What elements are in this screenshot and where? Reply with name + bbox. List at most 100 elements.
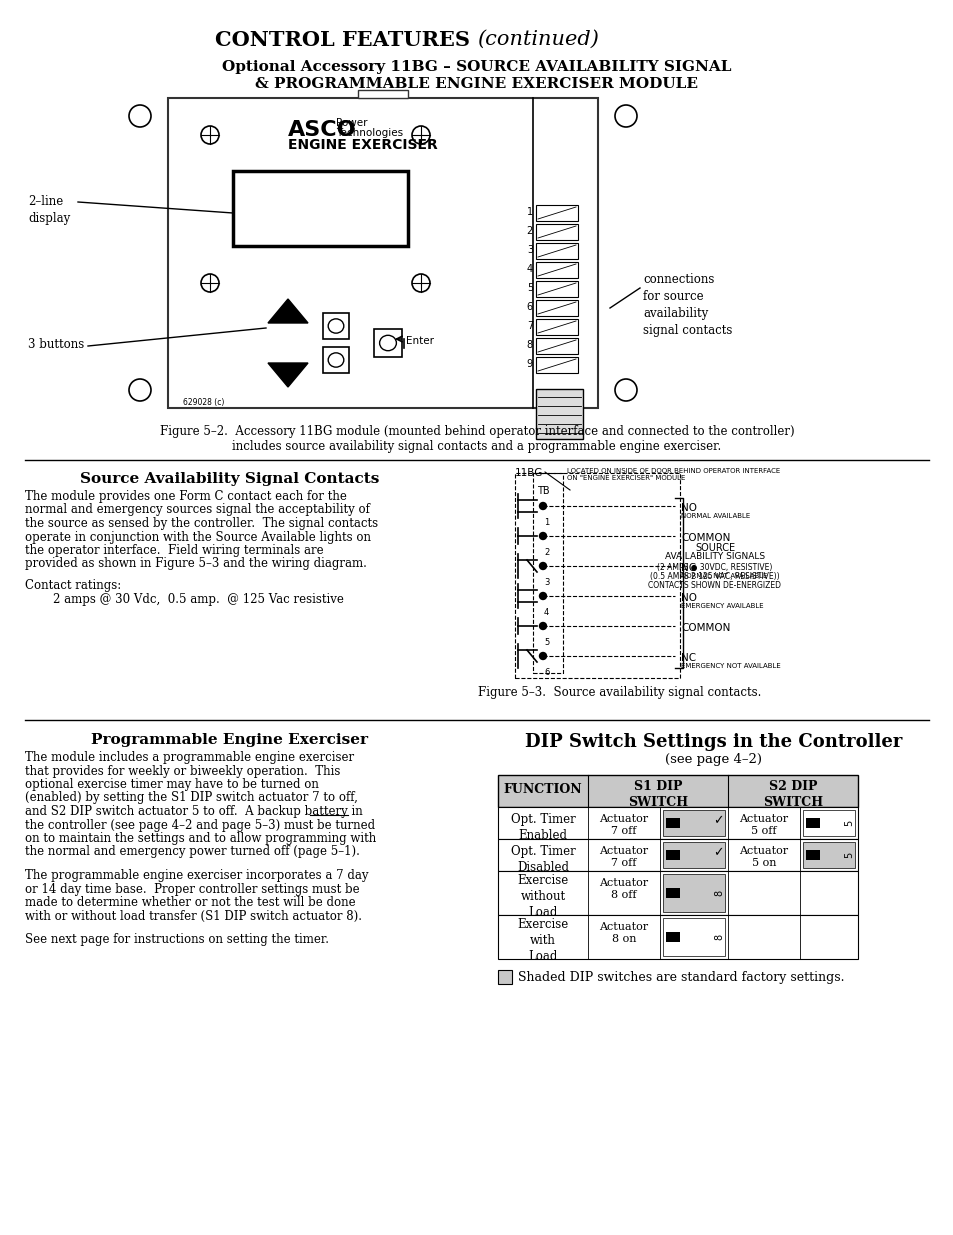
Text: Source Availability Signal Contacts: Source Availability Signal Contacts [80,472,379,487]
Text: See next page for instructions on setting the timer.: See next page for instructions on settin… [25,932,329,946]
Text: Actuator
8 off: Actuator 8 off [598,878,648,900]
Text: 4: 4 [543,608,549,618]
Text: SOURCE: SOURCE [694,543,735,553]
Text: 3: 3 [543,578,549,587]
Bar [515,473,679,678]
Text: Actuator
8 on: Actuator 8 on [598,923,648,945]
Bar [536,319,578,335]
Bar [662,842,724,868]
Text: Actuator
7 off: Actuator 7 off [598,846,648,868]
Text: Figure 5–3.  Source availability signal contacts.: Figure 5–3. Source availability signal c… [477,685,760,699]
Text: 3 buttons: 3 buttons [28,338,84,351]
Text: the operator interface.  Field wiring terminals are: the operator interface. Field wiring ter… [25,543,323,557]
Text: 8: 8 [713,934,723,940]
Text: 2–line
display: 2–line display [28,195,71,225]
Text: (see page 4–2): (see page 4–2) [664,753,761,766]
Text: ✓: ✓ [712,846,722,860]
Text: CONTROL FEATURES: CONTROL FEATURES [214,30,477,49]
Text: includes source availability signal contacts and a programmable engine exerciser: includes source availability signal cont… [233,440,720,453]
Bar [802,842,854,868]
Text: the controller (see page 4–2 and page 5–3) must be turned: the controller (see page 4–2 and page 5–… [25,819,375,831]
Bar [802,810,854,836]
Text: AVAILABILITY SIGNALS: AVAILABILITY SIGNALS [664,552,764,561]
Text: 6: 6 [526,303,533,312]
Bar [536,389,582,438]
Text: The module includes a programmable engine exerciser: The module includes a programmable engin… [25,751,354,764]
Text: 1: 1 [526,207,533,217]
Text: normal and emergency sources signal the acceptability of: normal and emergency sources signal the … [25,504,370,516]
Bar [357,90,408,98]
Text: Power: Power [335,119,367,128]
Text: Exercise
without
Load: Exercise without Load [517,874,568,919]
Text: 2: 2 [543,548,549,557]
Circle shape [539,532,546,540]
Text: Actuator
5 off: Actuator 5 off [739,814,788,836]
Text: ASCO: ASCO [288,120,356,140]
Text: with or without load transfer (S1 DIP switch actuator 8).: with or without load transfer (S1 DIP sw… [25,909,361,923]
Text: 8: 8 [526,340,533,350]
Text: Shaded DIP switches are standard factory settings.: Shaded DIP switches are standard factory… [517,971,843,984]
Text: NC: NC [680,653,696,663]
Bar [233,170,408,246]
Text: The programmable engine exerciser incorporates a 7 day: The programmable engine exerciser incorp… [25,869,368,882]
Text: provided as shown in Figure 5–3 and the wiring diagram.: provided as shown in Figure 5–3 and the … [25,557,367,571]
Text: Optional Accessory 11BG – SOURCE AVAILABILITY SIGNAL: Optional Accessory 11BG – SOURCE AVAILAB… [222,61,731,74]
Text: The module provides one Form C contact each for the: The module provides one Form C contact e… [25,490,347,503]
Bar [497,806,857,839]
Ellipse shape [328,319,343,333]
Text: Figure 5–2.  Accessory 11BG module (mounted behind operator interface and connec: Figure 5–2. Accessory 11BG module (mount… [159,425,794,438]
Bar [536,224,578,240]
Text: NC: NC [680,563,696,573]
Bar [662,874,724,911]
Ellipse shape [379,335,396,351]
Text: 4: 4 [526,264,533,274]
Bar [805,818,820,827]
Bar [323,312,349,338]
Bar [536,357,578,373]
Text: 629028 (c): 629028 (c) [183,398,224,408]
Text: 3: 3 [526,245,533,254]
Bar [536,282,578,296]
Text: (2 AMPS ● 30VDC, RESISTIVE): (2 AMPS ● 30VDC, RESISTIVE) [657,563,772,572]
Polygon shape [268,363,308,387]
Text: Opt. Timer
Enabled: Opt. Timer Enabled [510,813,575,842]
Text: Opt. Timer
Disabled: Opt. Timer Disabled [510,845,575,874]
Text: Actuator
5 on: Actuator 5 on [739,846,788,868]
Text: COMMON: COMMON [680,534,730,543]
Text: S2 DIP
SWITCH: S2 DIP SWITCH [762,781,822,809]
Text: (continued): (continued) [476,30,598,49]
Bar [662,918,724,956]
Text: ENGINE EXERCISER: ENGINE EXERCISER [288,138,437,152]
Ellipse shape [328,353,343,367]
Bar [374,329,401,357]
Text: LOCATED ON INSIDE OF DOOR BEHIND OPERATOR INTERFACE: LOCATED ON INSIDE OF DOOR BEHIND OPERATO… [566,468,780,474]
Circle shape [539,503,546,510]
Text: 5: 5 [543,638,549,647]
Bar [323,347,349,373]
Text: Programmable Engine Exerciser: Programmable Engine Exerciser [91,734,368,747]
Bar [665,818,679,827]
Circle shape [539,652,546,659]
Bar [805,850,820,860]
Text: that provides for weekly or biweekly operation.  This: that provides for weekly or biweekly ope… [25,764,340,778]
Text: the source as sensed by the controller.  The signal contacts: the source as sensed by the controller. … [25,517,377,530]
Bar [497,969,512,984]
Text: COMMON: COMMON [680,622,730,634]
Bar [536,262,578,278]
Text: Actuator
7 off: Actuator 7 off [598,814,648,836]
Text: 5: 5 [843,852,853,858]
Text: ON "ENGINE EXERCISER" MODULE: ON "ENGINE EXERCISER" MODULE [566,475,684,480]
Text: ✓: ✓ [712,815,722,827]
Text: NORMAL AVAILABLE: NORMAL AVAILABLE [680,513,749,519]
Bar [665,932,679,942]
Text: 5: 5 [843,820,853,826]
Text: the normal and emergency power turned off (page 5–1).: the normal and emergency power turned of… [25,846,359,858]
Text: 11BG: 11BG [515,468,543,478]
Bar [536,205,578,221]
Bar [536,300,578,316]
Text: (0.5 AMPS 2 125 VAC, RESISTIVE)): (0.5 AMPS 2 125 VAC, RESISTIVE)) [650,572,779,580]
Polygon shape [268,299,308,324]
Circle shape [539,593,546,599]
Text: 7: 7 [526,321,533,331]
Text: (enabled) by setting the S1 DIP switch actuator 7 to off,: (enabled) by setting the S1 DIP switch a… [25,792,357,804]
